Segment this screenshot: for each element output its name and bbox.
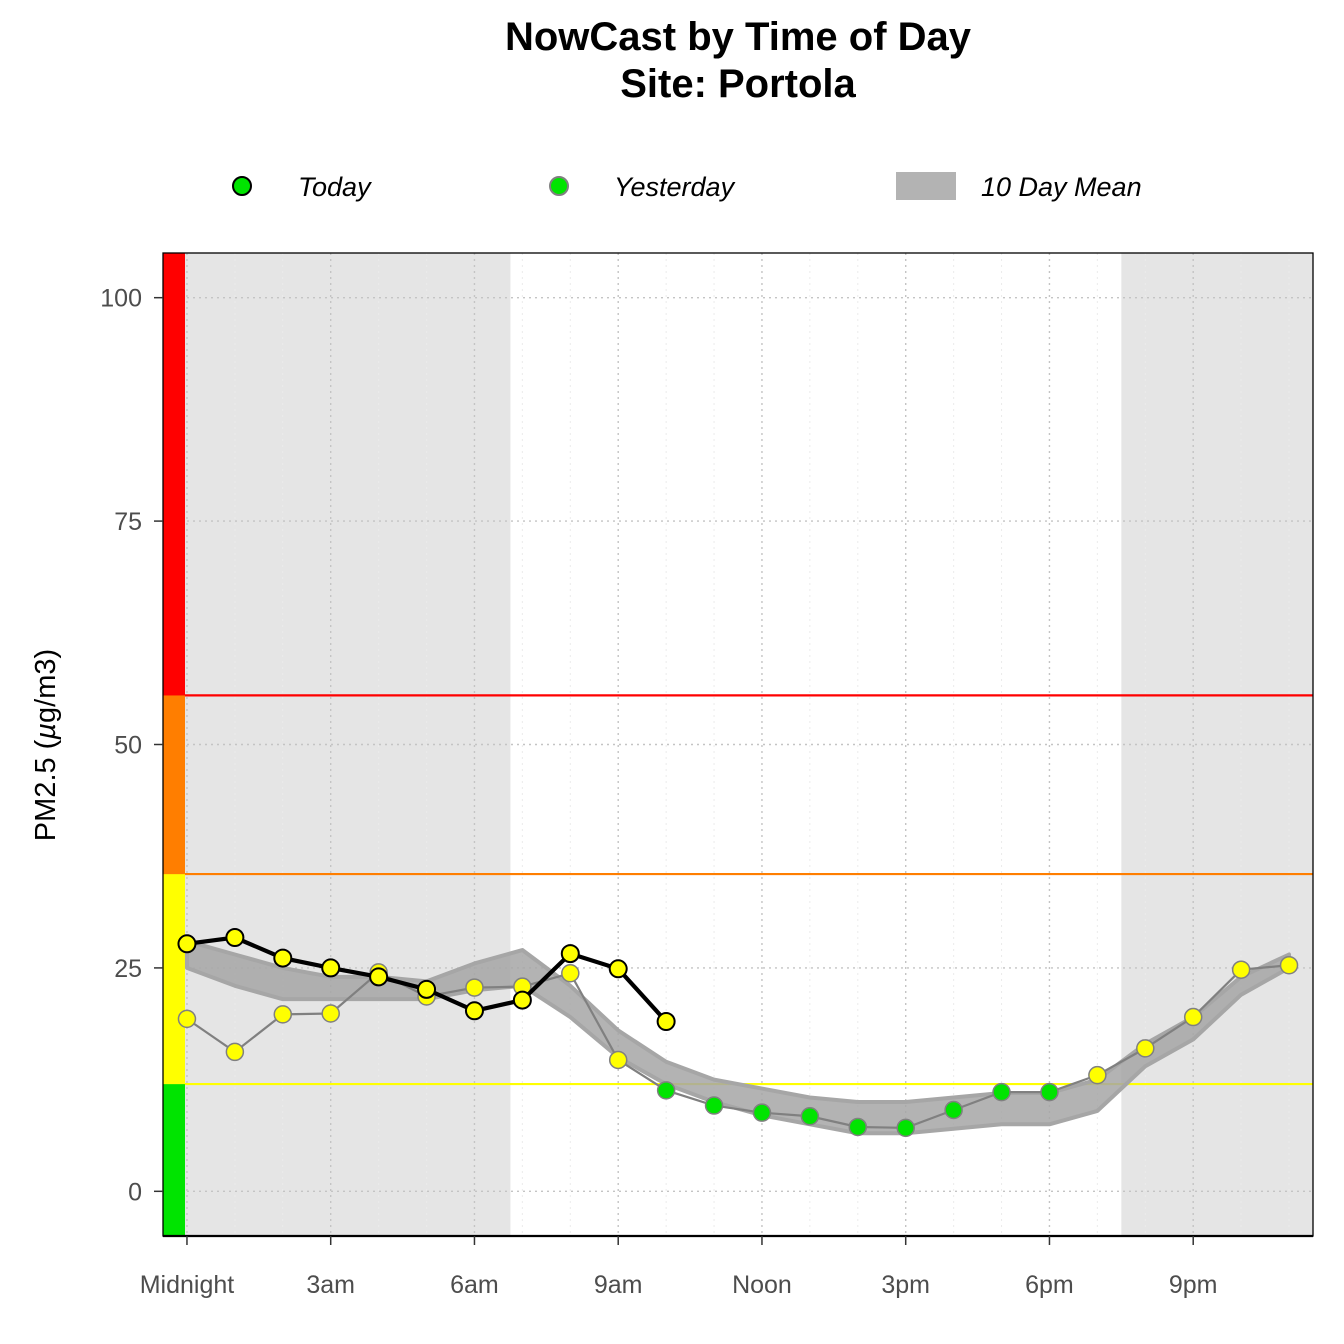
today-point [321,958,341,978]
today-point [369,967,389,987]
yesterday-point [1183,1007,1203,1027]
today-point [560,944,580,964]
yesterday-point [1040,1082,1059,1102]
aqi-band-3 [163,253,185,696]
grid [163,253,1313,1236]
x-tick-label: 3am [306,1271,355,1299]
yesterday-point [225,1042,245,1062]
today-point [656,1012,676,1032]
yesterday-point [656,1081,676,1100]
yesterday-point [992,1082,1011,1102]
axes: Midnight 3am 6am 9am Noon 3pm 6pm 9pm 0 25 50 75 100 [100,252,1314,1299]
x-tick-label: 6am [450,1271,499,1299]
yesterday-point [177,1009,197,1029]
legend-swatch-mean-band [896,172,956,200]
yesterday-point [608,1050,628,1070]
legend: Today Yesterday 10 Day Mean [232,172,1142,202]
legend-label: 10 Day Mean [981,172,1142,202]
today-point [512,990,532,1010]
legend-label: Today [298,172,372,202]
aqi-band-0 [163,1084,185,1236]
yesterday-point [1136,1039,1155,1058]
y-axis-title-mu: µ [30,723,62,741]
y-axis-title-prefix: PM2.5 ( [30,739,62,841]
yesterday-point [752,1103,772,1122]
x-tick-label: Midnight [140,1271,235,1299]
chart-subtitle: Site: Portola [620,62,856,106]
y-axis-title-suffix: g/m3) [30,649,62,723]
y-axis-title: PM2.5 (µg/m3) [30,649,62,841]
night-shade-1 [1121,253,1313,1236]
y-tick-label: 25 [114,955,142,983]
yesterday-point [1088,1065,1107,1085]
y-tick-label: 0 [128,1178,142,1206]
yesterday-point [1279,955,1299,975]
today-point [417,979,437,999]
yesterday-point [944,1100,963,1120]
yesterday-point [1231,960,1251,979]
today-point [177,934,197,954]
legend-swatch-yesterday [549,176,569,196]
yesterday-point [465,978,484,997]
today-point [225,928,245,948]
x-tick-label: 9pm [1169,1271,1218,1299]
yesterday-point [704,1096,724,1115]
y-tick-label: 50 [114,732,142,760]
legend-label: Yesterday [614,172,736,202]
x-tick-label: Noon [732,1271,792,1299]
today-point [464,1001,484,1021]
series-layer [177,928,1299,1138]
x-tick-label: 9am [594,1271,643,1299]
aqi-band-1 [163,874,185,1085]
legend-swatch-today [232,176,252,196]
y-tick-label: 75 [114,508,142,536]
yesterday-point [273,1005,293,1024]
aqi-color-bar [163,253,185,1236]
aqi-band-2 [163,695,185,875]
today-point [273,948,293,968]
yesterday-point [800,1107,820,1126]
x-tick-label: 3pm [881,1271,930,1299]
yesterday-point [896,1118,915,1138]
yesterday-point [561,964,580,983]
yesterday-point [848,1117,868,1137]
x-tick-label: 6pm [1025,1271,1074,1299]
y-tick-label: 100 [100,285,142,313]
today-point [608,959,628,979]
yesterday-point [321,1004,340,1023]
chart-title: NowCast by Time of Day [505,15,972,59]
